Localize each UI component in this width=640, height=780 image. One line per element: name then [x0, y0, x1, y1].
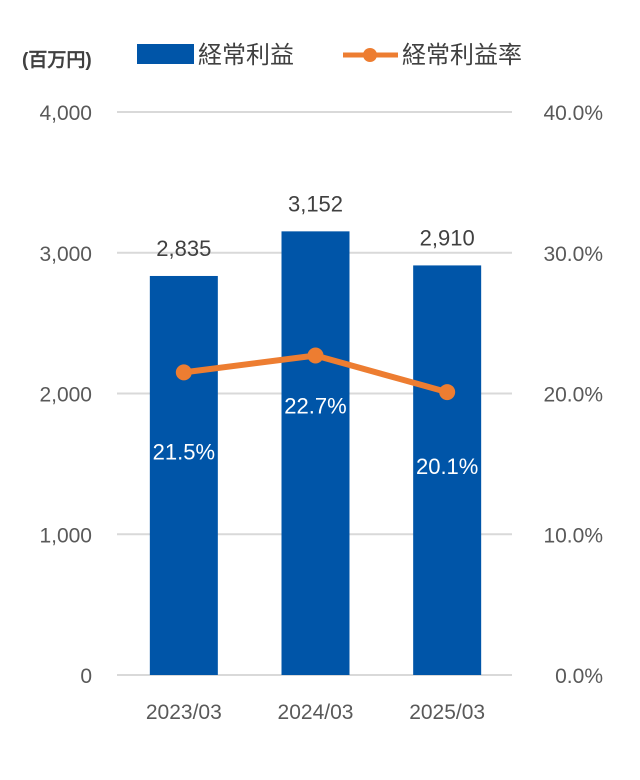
left-tick-label: 2,000 — [39, 384, 92, 407]
left-axis: 0 1,000 2,000 3,000 4,000 — [39, 102, 92, 688]
line-series: 21.5% 22.7% 20.1% — [153, 347, 478, 479]
bar-value-label: 2,910 — [420, 225, 475, 250]
rate-marker-icon — [175, 364, 192, 381]
legend-item-bar: 経常利益 — [137, 42, 294, 69]
rate-value-label: 22.7% — [284, 393, 346, 418]
left-tick-label: 3,000 — [39, 243, 92, 266]
legend-line-marker-icon — [363, 48, 377, 62]
left-tick-label: 1,000 — [39, 524, 92, 547]
category-label: 2023/03 — [146, 701, 222, 724]
bar-value-label: 2,835 — [156, 236, 211, 261]
category-label: 2024/03 — [278, 701, 354, 724]
rate-marker-icon — [307, 347, 324, 364]
legend-line-label: 経常利益率 — [402, 42, 522, 69]
rate-marker-icon — [439, 384, 456, 401]
category-axis: 2023/03 2024/03 2025/03 — [146, 701, 485, 724]
right-axis: 0.0% 10.0% 20.0% 30.0% 40.0% — [543, 102, 603, 688]
bar-series: 2,835 3,152 2,910 — [149, 191, 482, 675]
right-tick-label: 0.0% — [555, 665, 603, 688]
legend-bar-swatch-icon — [137, 44, 194, 64]
right-tick-label: 10.0% — [543, 524, 603, 547]
left-tick-label: 0 — [80, 665, 92, 688]
bar — [149, 275, 218, 675]
right-tick-label: 40.0% — [543, 102, 603, 125]
category-label: 2025/03 — [409, 701, 485, 724]
rate-value-label: 21.5% — [153, 439, 215, 464]
right-tick-label: 30.0% — [543, 243, 603, 266]
legend-item-line: 経常利益率 — [343, 42, 522, 69]
unit-label: (百万円) — [22, 50, 92, 71]
bar — [281, 231, 350, 675]
right-tick-label: 20.0% — [543, 384, 603, 407]
rate-value-label: 20.1% — [416, 454, 478, 479]
legend-bar-label: 経常利益 — [198, 42, 294, 69]
bar-value-label: 3,152 — [288, 191, 343, 216]
left-tick-label: 4,000 — [39, 102, 92, 125]
legend: 経常利益 経常利益率 — [137, 42, 522, 69]
bar — [413, 265, 482, 675]
